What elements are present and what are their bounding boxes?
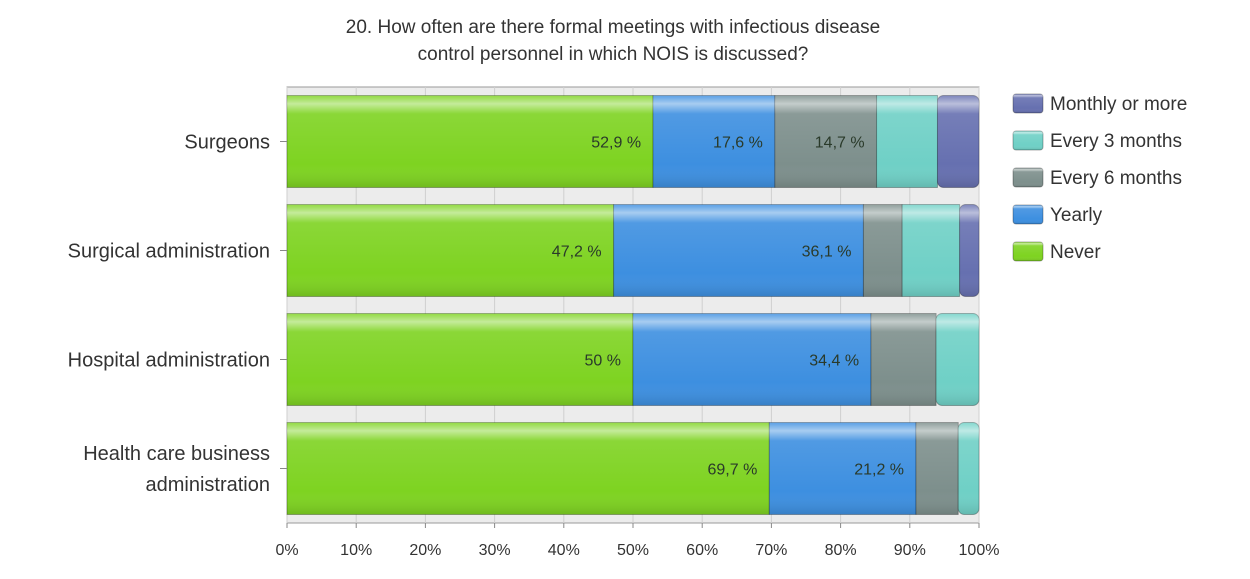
- bar-gloss: [959, 204, 979, 297]
- legend-item[interactable]: Every 3 months: [1012, 130, 1182, 152]
- bar-gloss: [287, 204, 614, 297]
- legend-label: Yearly: [1050, 205, 1103, 226]
- legend-swatch-gloss: [1013, 131, 1043, 150]
- category-axis: Surgeons Surgical administration Hospital …: [68, 132, 287, 496]
- x-tick-label: 40%: [548, 542, 580, 559]
- legend-swatch-gloss: [1013, 94, 1043, 113]
- category-label: Health care business: [83, 443, 270, 465]
- x-tick-label: 90%: [894, 542, 926, 559]
- data-label: 36,1 %: [802, 244, 852, 261]
- legend-swatch-gloss: [1013, 168, 1043, 187]
- category-label: Hospital administration: [68, 350, 270, 372]
- data-label: 14,7 %: [815, 135, 865, 152]
- bar-gloss: [936, 313, 979, 406]
- chart-title-line: 20. How often are there formal meetings …: [346, 17, 880, 38]
- chart-title-line: control personnel in which NOIS is discu…: [418, 44, 809, 65]
- bar-gloss: [902, 204, 960, 297]
- x-tick-label: 0%: [275, 542, 298, 559]
- legend-item[interactable]: Every 6 months: [1012, 167, 1182, 189]
- data-label: 21,2 %: [854, 462, 904, 479]
- bar-gloss: [769, 422, 917, 515]
- category-label: Surgical administration: [68, 241, 270, 263]
- legend-label: Every 3 months: [1050, 131, 1182, 152]
- data-label: 69,7 %: [708, 462, 758, 479]
- x-tick-label: 50%: [617, 542, 649, 559]
- x-tick-label: 70%: [755, 542, 787, 559]
- category-label: Surgeons: [184, 132, 270, 154]
- legend-item[interactable]: Monthly or more: [1012, 93, 1187, 115]
- x-tick-label: 60%: [686, 542, 718, 559]
- bar-gloss: [653, 95, 775, 188]
- data-label: 47,2 %: [552, 244, 602, 261]
- bar-gloss: [916, 422, 959, 515]
- category-label: administration: [145, 474, 270, 496]
- bar-gloss: [774, 95, 877, 188]
- legend-swatch-gloss: [1013, 242, 1043, 261]
- legend[interactable]: Monthly or more Every 3 months Every 6 mon…: [1012, 93, 1187, 263]
- bar-gloss: [287, 422, 770, 515]
- data-label: 17,6 %: [713, 135, 763, 152]
- bar-gloss: [958, 422, 979, 515]
- data-label: 50 %: [585, 353, 621, 370]
- bar-gloss: [937, 95, 979, 188]
- bar-gloss: [287, 95, 654, 188]
- x-tick-label: 30%: [479, 542, 511, 559]
- x-tick-label: 20%: [409, 542, 441, 559]
- bars: [286, 95, 980, 515]
- value-axis: 0% 10% 20% 30% 40% 50% 60% 70% 80% 90% 100%: [275, 542, 999, 559]
- legend-label: Never: [1050, 242, 1101, 263]
- data-label: 52,9 %: [591, 135, 641, 152]
- bar-gloss: [633, 313, 872, 406]
- bar-gloss: [863, 204, 903, 297]
- bar-gloss: [613, 204, 864, 297]
- legend-item[interactable]: Yearly: [1012, 204, 1103, 226]
- x-tick-label: 10%: [340, 542, 372, 559]
- legend-item[interactable]: Never: [1012, 241, 1101, 263]
- x-tick-label: 100%: [959, 542, 1000, 559]
- bar-gloss: [287, 313, 633, 406]
- legend-swatch-gloss: [1013, 205, 1043, 224]
- bar-gloss: [876, 95, 938, 188]
- legend-label: Monthly or more: [1050, 94, 1187, 115]
- data-label: 34,4 %: [809, 353, 859, 370]
- legend-label: Every 6 months: [1050, 168, 1182, 189]
- data-labels: 52,9 % 17,6 % 14,7 % 47,2 % 36,1 % 50 % 34,4 %…: [552, 135, 904, 479]
- x-tick-label: 80%: [825, 542, 857, 559]
- chart-title: 20. How often are there formal meetings …: [346, 17, 880, 65]
- bar-gloss: [871, 313, 937, 406]
